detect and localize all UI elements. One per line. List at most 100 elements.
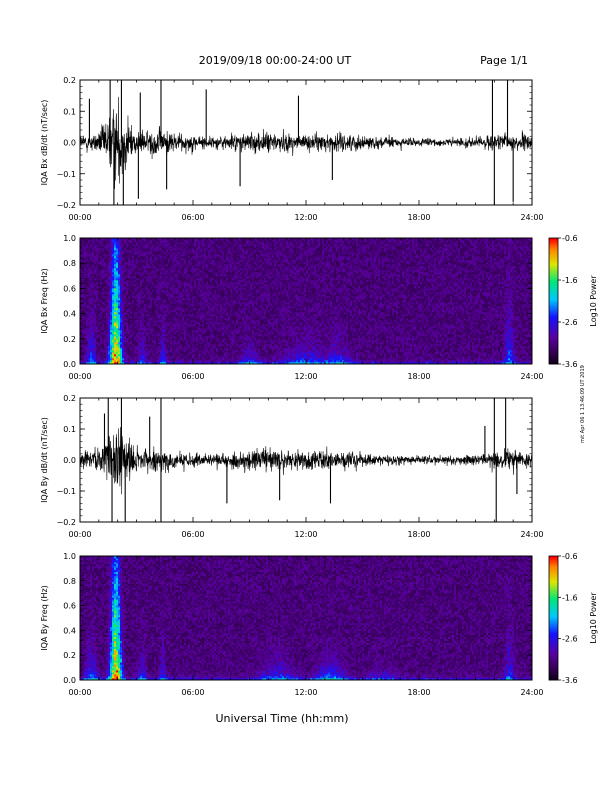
spectrogram-cell	[162, 282, 164, 284]
spectrogram-cell	[102, 288, 104, 290]
spectrogram-cell	[226, 322, 228, 324]
spectrogram-cell	[134, 344, 136, 346]
spectrogram-cell	[218, 334, 220, 336]
spectrogram-cell	[98, 336, 100, 338]
spectrogram-cell	[190, 272, 192, 274]
spectrogram-cell	[182, 250, 184, 252]
spectrogram-cell	[222, 352, 224, 354]
spectrogram-cell	[204, 256, 206, 258]
spectrogram-cell	[158, 356, 160, 358]
spectrogram-cell	[84, 320, 86, 322]
spectrogram-cell	[114, 356, 116, 358]
spectrogram-cell	[112, 360, 114, 362]
spectrogram-cell	[180, 276, 182, 278]
spectrogram-cell	[214, 316, 216, 318]
spectrogram-cell	[124, 294, 126, 296]
spectrogram-cell	[190, 342, 192, 344]
spectrogram-cell	[92, 300, 94, 302]
spectrogram-cell	[144, 310, 146, 312]
spectrogram-cell	[192, 276, 194, 278]
spectrogram-cell	[182, 296, 184, 298]
spectrogram-cell	[222, 342, 224, 344]
spectrogram-cell	[166, 324, 168, 326]
spectrogram-cell	[154, 322, 156, 324]
spectrogram-cell	[222, 324, 224, 326]
spectrogram-cell	[96, 254, 98, 256]
spectrogram-cell	[148, 276, 150, 278]
spectrogram-cell	[108, 356, 110, 358]
spectrogram-cell	[156, 350, 158, 352]
spectrogram-cell	[168, 264, 170, 266]
spectrogram-cell	[202, 296, 204, 298]
spectrogram-cell	[218, 280, 220, 282]
spectrogram-cell	[206, 298, 208, 300]
spectrogram-cell	[132, 306, 134, 308]
spectrogram-cell	[194, 280, 196, 282]
spectrogram-cell	[184, 286, 186, 288]
spectrogram-cell	[110, 294, 112, 296]
spectrogram-cell	[88, 272, 90, 274]
spectrogram-cell	[186, 280, 188, 282]
spectrogram-cell	[88, 260, 90, 262]
spectrogram-cell	[122, 278, 124, 280]
spectrogram-cell	[224, 286, 226, 288]
spectrogram-cell	[168, 324, 170, 326]
spectrogram-cell	[188, 360, 190, 362]
spectrogram-cell	[208, 344, 210, 346]
spectrogram-cell	[88, 340, 90, 342]
spectrogram-cell	[156, 348, 158, 350]
spectrogram-cell	[198, 282, 200, 284]
spectrogram-cell	[168, 344, 170, 346]
spectrogram-cell	[90, 278, 92, 280]
spectrogram-cell	[190, 328, 192, 330]
spectrogram-cell	[116, 306, 118, 308]
spectrogram-cell	[96, 244, 98, 246]
spectrogram-cell	[200, 268, 202, 270]
spectrogram-cell	[110, 254, 112, 256]
spectrogram-cell	[130, 350, 132, 352]
spectrogram-cell	[200, 244, 202, 246]
spectrogram-cell	[120, 318, 122, 320]
spectrogram-cell	[94, 334, 96, 336]
spectrogram-cell	[228, 328, 230, 330]
spectrogram-cell	[102, 324, 104, 326]
spectrogram-cell	[184, 312, 186, 314]
spectrogram-cell	[130, 248, 132, 250]
spectrogram-cell	[94, 270, 96, 272]
spectrogram-cell	[228, 272, 230, 274]
spectrogram-cell	[130, 322, 132, 324]
spectrogram-cell	[146, 348, 148, 350]
spectrogram-cell	[114, 258, 116, 260]
spectrogram-cell	[102, 352, 104, 354]
spectrogram-cell	[194, 342, 196, 344]
spectrogram-cell	[142, 310, 144, 312]
spectrogram-cell	[178, 288, 180, 290]
spectrogram-cell	[138, 294, 140, 296]
spectrogram-cell	[82, 334, 84, 336]
spectrogram-cell	[88, 262, 90, 264]
spectrogram-cell	[92, 318, 94, 320]
spectrogram-cell	[208, 272, 210, 274]
spectrogram-cell	[226, 268, 228, 270]
spectrogram-cell	[126, 286, 128, 288]
spectrogram-cell	[140, 278, 142, 280]
spectrogram-cell	[142, 290, 144, 292]
spectrogram-cell	[212, 290, 214, 292]
spectrogram-cell	[224, 254, 226, 256]
spectrogram-cell	[198, 276, 200, 278]
spectrogram-cell	[124, 286, 126, 288]
spectrogram-cell	[112, 312, 114, 314]
spectrogram-cell	[174, 270, 176, 272]
spectrogram-cell	[86, 320, 88, 322]
spectrogram-cell	[118, 280, 120, 282]
spectrogram-cell	[190, 276, 192, 278]
spectrogram-cell	[168, 316, 170, 318]
spectrogram-cell	[106, 346, 108, 348]
spectrogram-cell	[162, 310, 164, 312]
spectrogram-cell	[208, 270, 210, 272]
spectrogram-cell	[208, 300, 210, 302]
spectrogram-cell	[218, 354, 220, 356]
spectrogram-cell	[134, 332, 136, 334]
spectrogram-cell	[184, 310, 186, 312]
spectrogram-cell	[190, 250, 192, 252]
